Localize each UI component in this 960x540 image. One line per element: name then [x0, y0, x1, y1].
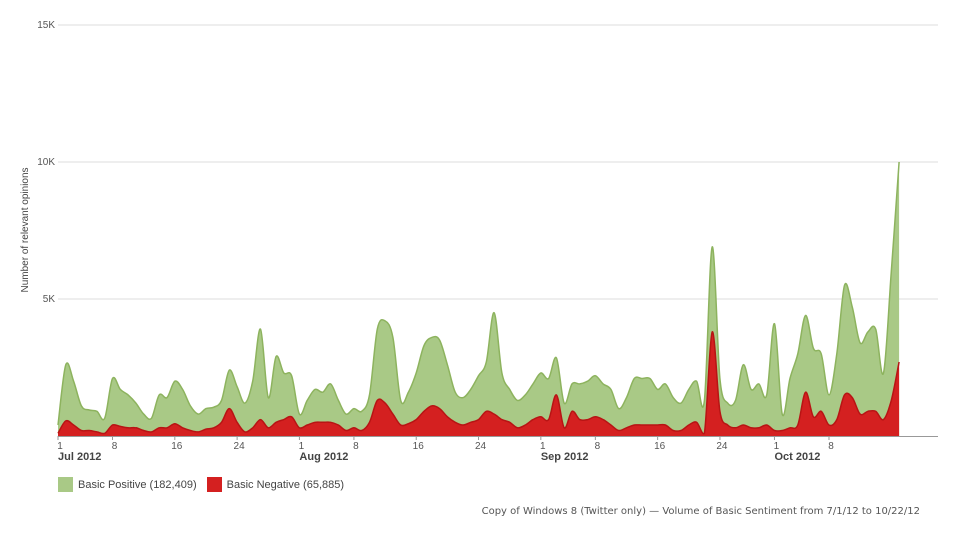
x-tick-label: 1	[540, 441, 546, 452]
y-axis-title: Number of relevant opinions	[20, 167, 31, 292]
x-tick-label: 16	[654, 441, 666, 452]
x-tick-label: 8	[595, 441, 601, 452]
legend-item-positive[interactable]: Basic Positive (182,409)	[58, 477, 197, 492]
x-month-label: Oct 2012	[774, 451, 820, 463]
x-month-label: Aug 2012	[299, 451, 348, 463]
x-tick-label: 8	[828, 441, 834, 452]
x-tick-label: 24	[475, 441, 487, 452]
x-tick-label: 16	[413, 441, 425, 452]
legend-label-negative: Basic Negative (65,885)	[226, 478, 345, 491]
gridlines	[58, 24, 938, 300]
line-negative	[57, 331, 900, 435]
y-tick-label: 5K	[43, 294, 56, 305]
legend-swatch-negative	[206, 477, 222, 492]
legend-swatch-positive	[58, 477, 73, 492]
x-tick-label: 8	[353, 441, 359, 452]
x-tick-label: 16	[171, 441, 183, 452]
x-tick-label: 24	[234, 441, 246, 452]
area-negative	[58, 331, 900, 436]
legend: Basic Positive (182,409) Basic Negative …	[58, 477, 354, 492]
x-tick-label: 8	[112, 441, 118, 452]
x-tick-label: 1	[774, 441, 780, 452]
line-positive	[57, 161, 900, 426]
y-tick-label: 15K	[37, 20, 55, 31]
x-month-label: Jul 2012	[58, 451, 101, 463]
x-tick-label: 1	[299, 441, 305, 452]
legend-item-negative[interactable]: Basic Negative (65,885)	[206, 477, 345, 492]
x-tick-label: 24	[716, 441, 728, 452]
axes: 5K 10K 15K 1 8 16 24 1 8 16 24 1 8 16 24 1 8 Jul 2012 Aug …	[37, 20, 938, 463]
y-tick-label: 10K	[37, 157, 55, 168]
series-areas	[57, 161, 900, 436]
x-tick-label: 1	[57, 441, 63, 452]
chart-caption: Copy of Windows 8 (Twitter only) — Volum…	[481, 506, 920, 517]
legend-label-positive: Basic Positive (182,409)	[78, 478, 197, 491]
x-month-label: Sep 2012	[541, 451, 589, 463]
area-positive	[58, 162, 900, 436]
